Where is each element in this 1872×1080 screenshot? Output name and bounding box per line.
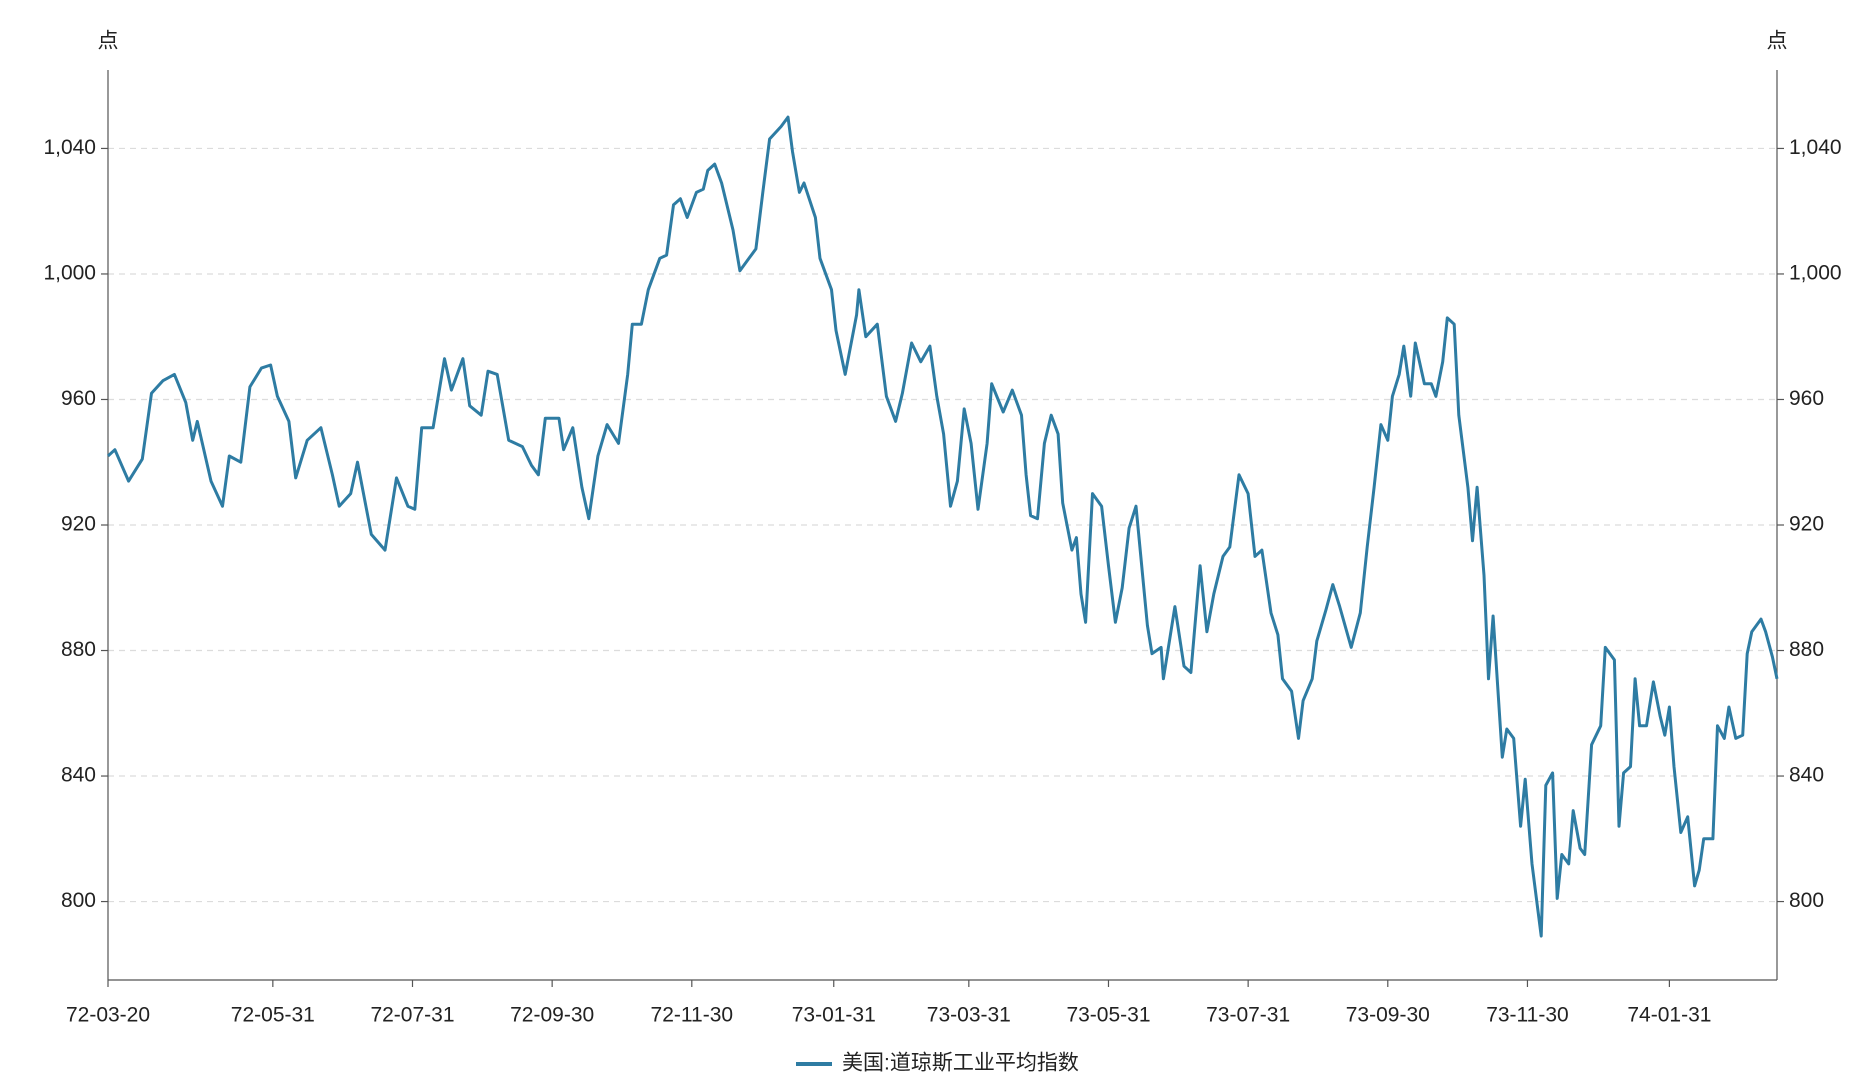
x-tick-label: 73-03-31 (927, 1004, 1011, 1027)
legend-label: 美国:道琼斯工业平均指数 (842, 1052, 1079, 1075)
y-tick-label: 840 (61, 764, 96, 787)
y-axis-label: 点 (98, 30, 119, 53)
y-tick-label: 1,000 (43, 262, 96, 285)
y2-tick-label: 920 (1789, 513, 1824, 536)
y2-tick-label: 800 (1789, 889, 1824, 912)
y-tick-label: 920 (61, 513, 96, 536)
x-tick-label: 72-11-30 (651, 1004, 734, 1027)
x-tick-label: 72-05-31 (231, 1004, 315, 1027)
y2-tick-label: 840 (1789, 764, 1824, 787)
x-tick-label: 74-01-31 (1627, 1004, 1711, 1027)
y-tick-label: 880 (61, 638, 96, 661)
y2-tick-label: 1,000 (1789, 262, 1842, 285)
x-tick-label: 72-09-30 (510, 1004, 594, 1027)
x-tick-label: 73-07-31 (1206, 1004, 1290, 1027)
y-tick-label: 1,040 (43, 136, 96, 159)
y2-axis-label: 点 (1767, 30, 1788, 53)
y-tick-label: 800 (61, 889, 96, 912)
y2-tick-label: 1,040 (1789, 136, 1842, 159)
y-tick-label: 960 (61, 387, 96, 410)
x-tick-label: 72-07-31 (370, 1004, 454, 1027)
x-tick-label: 73-11-30 (1486, 1004, 1569, 1027)
x-tick-label: 72-03-20 (66, 1004, 150, 1027)
x-tick-label: 73-05-31 (1066, 1004, 1150, 1027)
data-line (106, 115, 1779, 938)
y2-tick-label: 960 (1789, 387, 1824, 410)
x-tick-label: 73-01-31 (792, 1004, 876, 1027)
x-tick-label: 73-09-30 (1346, 1004, 1430, 1027)
y2-tick-label: 880 (1789, 638, 1824, 661)
